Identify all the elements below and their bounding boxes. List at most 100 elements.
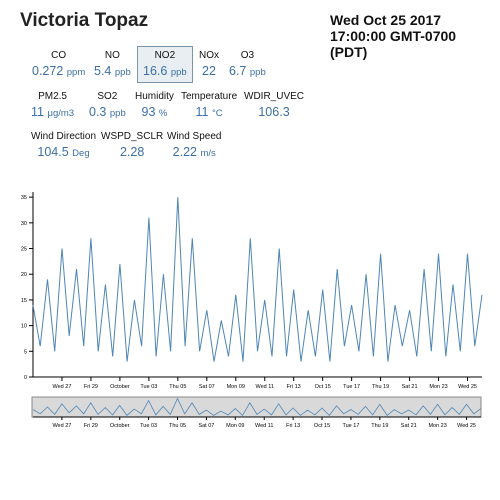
overview-x-tick-label: Wed 25 bbox=[457, 423, 476, 429]
metric-so2-value: 0.3 bbox=[89, 105, 107, 119]
metric-temperature[interactable]: Temperature 11 °C bbox=[181, 91, 237, 121]
datetime-date: Wed Oct 25 2017 bbox=[330, 12, 442, 28]
metric-so2[interactable]: SO2 0.3 ppb bbox=[89, 91, 126, 121]
metric-pm25[interactable]: PM2.5 11 μg/m3 bbox=[31, 91, 74, 121]
overview-x-tick-label: Thu 19 bbox=[371, 423, 388, 429]
metric-so2-unit: ppb bbox=[109, 108, 126, 119]
x-tick-label: October bbox=[110, 384, 130, 390]
overview-x-tick-label: Fri 13 bbox=[286, 423, 300, 429]
overview-x-tick-label: Thu 05 bbox=[169, 423, 186, 429]
metric-no-unit: ppb bbox=[114, 67, 131, 78]
metric-wdir-uvec[interactable]: WDIR_UVEC 106.3 bbox=[244, 91, 304, 120]
metric-pm25-unit: μg/m3 bbox=[47, 108, 75, 119]
datetime-time: 17:00:00 GMT-0700 bbox=[330, 28, 457, 44]
y-tick-label: 30 bbox=[21, 221, 27, 227]
x-tick-label: Oct 15 bbox=[315, 384, 331, 390]
x-tick-label: Mon 09 bbox=[227, 384, 245, 390]
metric-temperature-value: 11 bbox=[195, 105, 209, 119]
metric-humidity-label: Humidity bbox=[135, 91, 174, 102]
x-tick-label: Sat 07 bbox=[199, 384, 215, 390]
overview-x-tick-label: Sat 21 bbox=[401, 423, 417, 429]
metric-wspd-sclr[interactable]: WSPD_SCLR 2.28 bbox=[101, 131, 163, 160]
overview-x-tick-label: Wed 11 bbox=[255, 423, 273, 429]
metric-humidity[interactable]: Humidity 93 % bbox=[135, 91, 174, 121]
x-tick-label: Fri 29 bbox=[84, 384, 98, 390]
x-tick-label: Wed 25 bbox=[458, 384, 477, 390]
x-tick-label: Tue 03 bbox=[140, 384, 157, 390]
station-title: Victoria Topaz bbox=[20, 10, 149, 31]
overview-series-lines bbox=[32, 397, 482, 417]
overview-x-tick-label: Tue 03 bbox=[140, 423, 157, 429]
metric-no2-unit: ppb bbox=[170, 67, 187, 78]
overview-x-tick-label: Mon 09 bbox=[226, 423, 244, 429]
y-tick-label: 15 bbox=[21, 298, 27, 304]
metric-nox-label: NOx bbox=[199, 50, 219, 61]
metric-wspd-sclr-label: WSPD_SCLR bbox=[101, 131, 164, 142]
no2-series-line bbox=[32, 197, 483, 362]
time-range-brush-overview[interactable]: Wed 27 Fri 29 October Tue 03 Thu 05 Sat 07 Mon… bbox=[0, 393, 500, 433]
metric-pm25-label: PM2.5 bbox=[38, 91, 67, 102]
no2-time-series-chart[interactable]: 0 5 10 15 20 25 30 35 Wed 27 Fri 29 October Tue 03… bbox=[0, 185, 500, 390]
x-tick-label: Sat 21 bbox=[402, 384, 418, 390]
metric-temperature-label: Temperature bbox=[181, 91, 238, 102]
x-tick-label: Fri 13 bbox=[287, 384, 301, 390]
metric-wind-speed-unit: m/s bbox=[200, 148, 216, 159]
metric-nox[interactable]: NOx 22 bbox=[199, 50, 219, 79]
metric-wdir-uvec-label: WDIR_UVEC bbox=[244, 91, 305, 102]
metric-humidity-value: 93 bbox=[141, 105, 156, 119]
metric-wind-direction-label: Wind Direction bbox=[31, 131, 97, 142]
metric-co-label: CO bbox=[51, 50, 67, 61]
metric-o3-value: 6.7 bbox=[229, 64, 247, 78]
metric-no2-label: NO2 bbox=[154, 50, 176, 61]
metric-co-value: 0.272 bbox=[32, 64, 64, 78]
x-tick-label: Tue 17 bbox=[343, 384, 360, 390]
metric-wspd-sclr-value: 2.28 bbox=[119, 145, 145, 159]
metric-o3-label: O3 bbox=[240, 50, 255, 61]
x-tick-label: Wed 11 bbox=[256, 384, 274, 390]
metric-no2-value: 16.6 bbox=[143, 64, 168, 78]
overview-x-tick-label: October bbox=[110, 423, 130, 429]
overview-x-tick-label: Oct 15 bbox=[314, 423, 330, 429]
metric-temperature-unit: °C bbox=[211, 108, 223, 119]
y-axis: 0 5 10 15 20 25 30 35 bbox=[21, 192, 34, 381]
metric-co-unit: ppm bbox=[66, 67, 86, 78]
metric-wind-speed-label: Wind Speed bbox=[167, 131, 222, 142]
metric-co[interactable]: CO 0.272 ppm bbox=[32, 50, 85, 80]
x-tick-label: Thu 19 bbox=[372, 384, 389, 390]
y-tick-label: 20 bbox=[21, 272, 27, 278]
metric-no[interactable]: NO 5.4 ppb bbox=[94, 50, 131, 80]
metric-no-value: 5.4 bbox=[94, 64, 112, 78]
metric-no-label: NO bbox=[104, 50, 120, 61]
metric-so2-label: SO2 bbox=[97, 91, 118, 102]
metric-pm25-value: 11 bbox=[31, 105, 44, 119]
metric-wind-direction-value: 104.5 bbox=[37, 145, 69, 159]
series-lines bbox=[32, 197, 483, 362]
metric-no2[interactable]: NO2 16.6 ppb bbox=[137, 46, 193, 83]
datetime-zone: (PDT) bbox=[330, 44, 368, 60]
overview-x-axis: Wed 27 Fri 29 October Tue 03 Thu 05 Sat 07 Mon… bbox=[33, 416, 481, 429]
metric-wind-direction-unit: Deg bbox=[72, 148, 90, 159]
overview-x-tick-label: Fri 29 bbox=[84, 423, 98, 429]
metric-o3[interactable]: O3 6.7 ppb bbox=[229, 50, 266, 80]
x-axis: Wed 27 Fri 29 October Tue 03 Thu 05 Sat 07 Mon… bbox=[33, 376, 482, 390]
y-tick-label: 5 bbox=[24, 349, 27, 355]
overview-x-tick-label: Tue 17 bbox=[342, 423, 359, 429]
overview-series-line bbox=[32, 397, 482, 417]
x-tick-label: Wed 27 bbox=[53, 384, 72, 390]
y-tick-label: 10 bbox=[21, 324, 27, 330]
metric-o3-unit: ppb bbox=[249, 67, 266, 78]
current-datetime: Wed Oct 25 2017 17:00:00 GMT-0700 (PDT) bbox=[330, 12, 456, 60]
metric-nox-value: 22 bbox=[202, 64, 216, 78]
y-tick-label: 0 bbox=[24, 375, 27, 381]
overview-x-tick-label: Mon 23 bbox=[428, 423, 446, 429]
metric-humidity-unit: % bbox=[158, 108, 168, 119]
x-tick-label: Mon 23 bbox=[429, 384, 447, 390]
metric-wdir-uvec-value: 106.3 bbox=[258, 105, 290, 119]
y-tick-label: 35 bbox=[21, 195, 27, 201]
metric-wind-direction[interactable]: Wind Direction 104.5 Deg bbox=[31, 131, 96, 161]
x-tick-label: Thu 05 bbox=[169, 384, 186, 390]
overview-x-tick-label: Wed 27 bbox=[52, 423, 71, 429]
y-tick-label: 25 bbox=[21, 247, 27, 253]
metric-wind-speed-value: 2.22 bbox=[172, 145, 198, 159]
metric-wind-speed[interactable]: Wind Speed 2.22 m/s bbox=[167, 131, 221, 161]
